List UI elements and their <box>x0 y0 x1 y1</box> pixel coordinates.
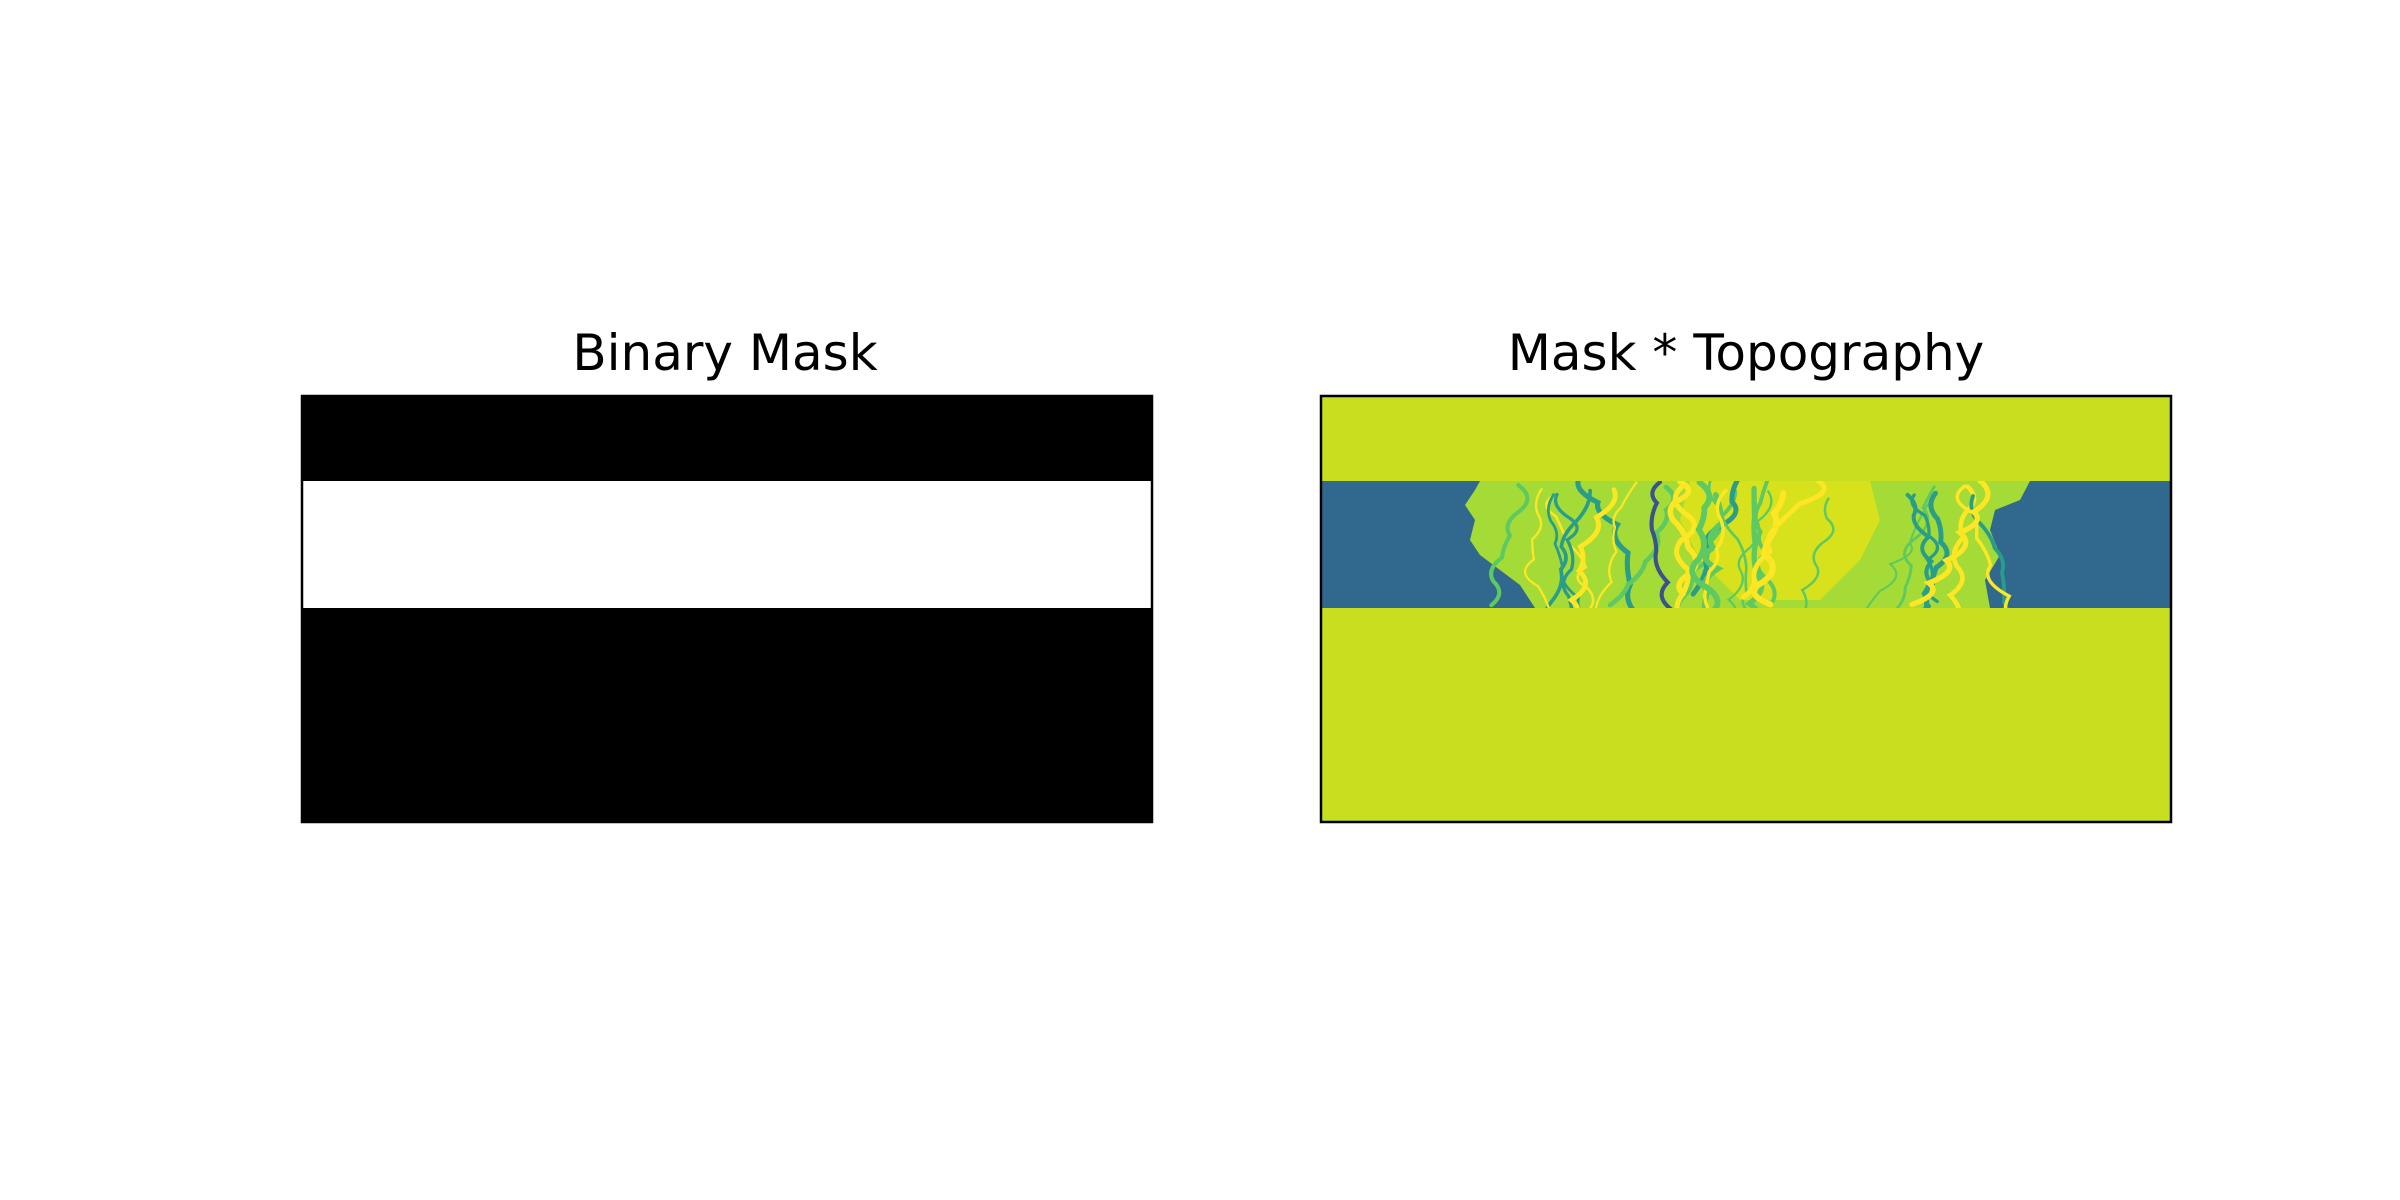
terrain-channel <box>1567 487 1618 608</box>
terrain-pattern <box>1465 481 2030 608</box>
topography-background <box>1321 396 2171 822</box>
terrain-channel <box>1545 494 1595 608</box>
terrain-channel <box>1744 485 1765 608</box>
terrain-channel <box>1672 482 1697 608</box>
terrain-channel <box>1524 487 1551 608</box>
topography-frame <box>1319 394 2173 824</box>
terrain-channel <box>1741 481 1827 600</box>
terrain-channel <box>1702 489 1728 608</box>
topography-title: Mask * Topography <box>1508 324 1985 382</box>
terrain-channel <box>1545 488 1592 608</box>
terrain-channel <box>1489 483 1530 608</box>
binary-mask-frame <box>300 394 1154 824</box>
terrain-channel <box>1546 493 1581 608</box>
terrain-channel <box>1689 481 1721 608</box>
binary-mask-title: Binary Mask <box>572 324 877 382</box>
mask-band-middle <box>302 481 1152 608</box>
mask-band-top <box>302 396 1152 481</box>
terrain-channel <box>1649 481 1673 608</box>
terrain-core <box>1680 481 1880 600</box>
terrain-channel <box>1726 490 1773 608</box>
terrain-channel <box>1909 481 1991 608</box>
mask-band-bottom <box>302 608 1152 822</box>
binary-mask-panel: Binary Mask <box>300 324 1154 824</box>
topography-panel: Mask * Topography <box>1319 324 2173 824</box>
terrain-channel <box>1594 481 1638 608</box>
terrain-channel <box>1800 497 1835 608</box>
terrain-channel <box>1895 485 1936 608</box>
